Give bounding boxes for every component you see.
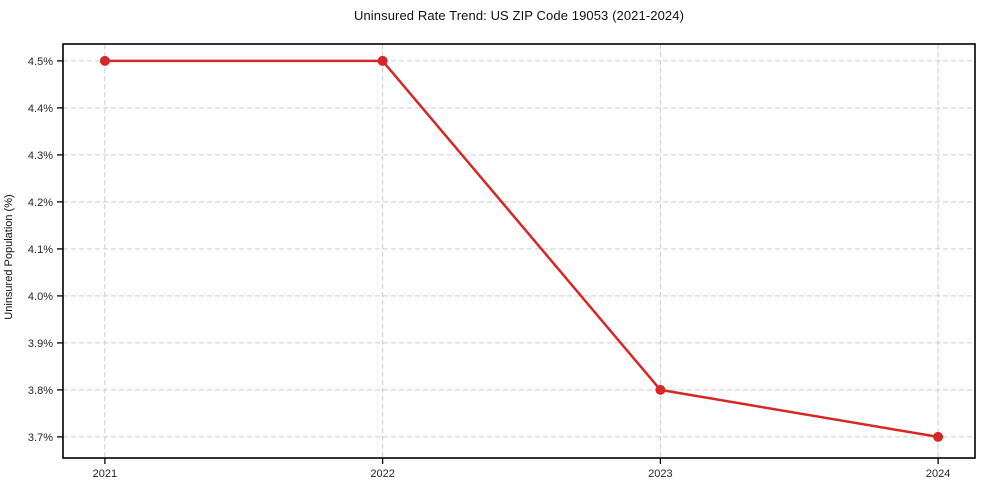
y-tick-label: 3.9% [28, 338, 53, 350]
x-tick-label: 2022 [370, 468, 394, 480]
y-tick-label: 4.1% [28, 244, 53, 256]
y-tick-label: 4.5% [28, 56, 53, 68]
trend-line [103, 59, 940, 439]
x-tick-label: 2023 [648, 468, 672, 480]
chart-title: Uninsured Rate Trend: US ZIP Code 19053 … [353, 8, 685, 23]
y-tick-label: 4.3% [28, 150, 53, 162]
y-tick-label: 4.4% [28, 103, 53, 115]
y-tick-label: 4.0% [28, 291, 53, 303]
data-point-marker [377, 55, 388, 66]
y-tick-label: 3.8% [28, 385, 53, 397]
y-tick-label: 3.7% [28, 432, 53, 444]
data-point-marker [655, 384, 666, 395]
data-point-marker [99, 55, 110, 66]
data-point-marker [933, 431, 944, 442]
plot-area [63, 44, 975, 458]
x-tick-label: 2024 [926, 468, 950, 480]
plot-border [62, 43, 976, 459]
x-tick-label: 2021 [93, 468, 117, 480]
y-tick-label: 4.2% [28, 197, 53, 209]
